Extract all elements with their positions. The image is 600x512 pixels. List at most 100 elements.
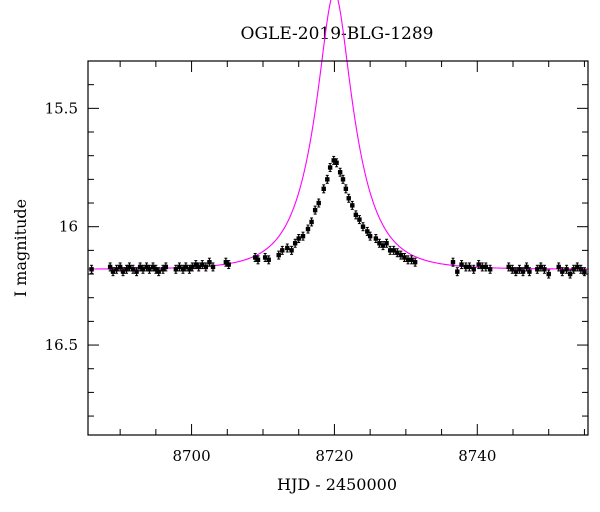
data-point — [395, 248, 400, 258]
data-point — [173, 264, 179, 274]
data-point — [300, 231, 306, 241]
data-point — [556, 262, 561, 272]
data-point — [280, 245, 285, 255]
data-point — [405, 255, 411, 265]
data-point — [134, 267, 139, 277]
data-point — [571, 264, 576, 274]
data-point — [520, 267, 526, 277]
data-point — [266, 255, 271, 265]
plot-frame — [87, 60, 589, 436]
data-point — [343, 184, 349, 194]
data-point — [384, 238, 389, 248]
data-point — [110, 267, 116, 277]
data-point — [255, 255, 261, 265]
y-tick-label: 15.5 — [45, 99, 78, 117]
data-point — [476, 260, 481, 270]
y-tick-label: 16 — [59, 218, 78, 236]
data-point — [360, 222, 366, 232]
data-point — [510, 264, 515, 274]
y-axis-label: I magnitude — [11, 199, 30, 297]
data-point — [337, 167, 343, 177]
data-point — [321, 184, 326, 194]
data-point — [327, 163, 333, 173]
data-point — [373, 234, 379, 244]
data-point — [325, 174, 330, 184]
data-point — [538, 262, 544, 272]
data-point — [285, 243, 290, 253]
data-point — [480, 262, 485, 272]
data-point — [334, 158, 339, 168]
axis-ticks — [88, 60, 588, 435]
data-point — [124, 264, 129, 274]
data-point — [114, 264, 119, 274]
data-point — [350, 200, 355, 210]
data-point — [564, 264, 569, 274]
data-point — [578, 264, 584, 274]
data-point — [140, 264, 146, 274]
data-point — [467, 262, 472, 272]
data-point — [262, 252, 268, 262]
data-point — [517, 264, 522, 274]
data-point — [296, 234, 301, 244]
data-point — [387, 245, 393, 255]
data-point — [190, 262, 195, 272]
data-point — [127, 262, 132, 272]
data-point — [506, 262, 511, 272]
data-point — [412, 257, 418, 267]
data-point — [567, 269, 573, 279]
data-points — [89, 155, 587, 279]
data-point — [513, 267, 519, 277]
data-point — [156, 267, 161, 277]
data-point — [276, 250, 281, 260]
data-point — [207, 257, 212, 267]
x-tick-label: 8720 — [315, 447, 353, 465]
data-point — [196, 262, 201, 272]
data-point — [289, 245, 294, 255]
chart-title: OGLE-2019-BLG-1289 — [241, 24, 434, 44]
model-curve — [88, 0, 588, 270]
data-point — [163, 262, 169, 272]
x-tick-label: 8740 — [458, 447, 496, 465]
data-point — [316, 198, 321, 208]
data-point — [203, 262, 209, 272]
data-point — [340, 174, 346, 184]
data-point — [409, 255, 414, 265]
x-axis-label: HJD - 2450000 — [277, 475, 397, 494]
data-point — [575, 262, 580, 272]
data-point — [147, 264, 152, 274]
data-point — [305, 224, 311, 234]
data-point — [380, 241, 386, 251]
data-point — [309, 217, 314, 227]
data-point — [200, 260, 205, 270]
data-point — [546, 269, 551, 279]
tick-labels: 8700 8720 8740 15.5 16 16.5 — [45, 99, 497, 465]
data-point — [487, 264, 493, 274]
data-point — [459, 260, 464, 270]
data-point — [527, 267, 532, 277]
data-point — [183, 262, 189, 272]
data-point — [391, 245, 396, 255]
data-point — [120, 267, 126, 277]
data-point — [471, 264, 476, 274]
data-point — [367, 231, 373, 241]
data-point — [177, 262, 182, 272]
data-point — [312, 205, 318, 215]
y-tick-label: 16.5 — [45, 336, 78, 354]
x-tick-label: 8700 — [172, 447, 210, 465]
data-point — [398, 250, 404, 260]
data-point — [535, 264, 540, 274]
data-point — [455, 267, 460, 277]
data-point — [226, 260, 231, 270]
data-point — [463, 262, 469, 272]
data-point — [210, 262, 216, 272]
data-point — [450, 257, 456, 267]
data-point — [292, 238, 298, 248]
data-point — [582, 267, 587, 277]
data-point — [483, 262, 489, 272]
data-point — [353, 210, 359, 220]
data-point — [346, 193, 351, 203]
data-point — [130, 264, 136, 274]
data-point — [89, 264, 94, 274]
data-point — [560, 267, 565, 277]
